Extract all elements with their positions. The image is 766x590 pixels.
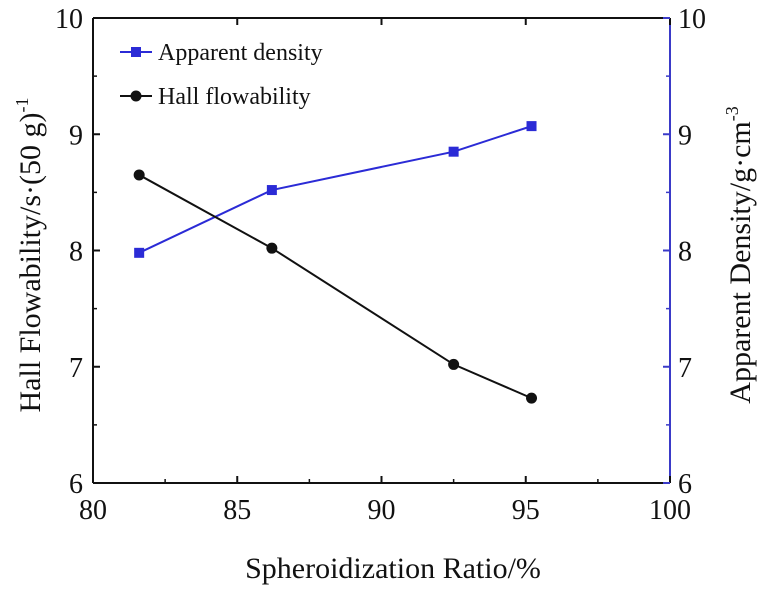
series-line-2	[138, 174, 532, 400]
data-point-circle	[448, 358, 460, 370]
y-right-tick-label: 7	[678, 353, 692, 384]
y-axis-title-right-superscript: -3	[722, 106, 742, 121]
legend-label: Hall flowability	[158, 84, 311, 110]
x-tick-label: 80	[79, 495, 107, 526]
x-tick-label: 85	[223, 495, 251, 526]
data-point-square	[448, 146, 459, 157]
data-point-square	[266, 185, 277, 196]
y-axis-title-right-text: Apparent Density/g·cm	[724, 121, 757, 403]
y-axis-title-left-superscript: -1	[12, 98, 32, 113]
data-point-circle	[266, 242, 278, 254]
legend-label: Apparent density	[158, 40, 323, 66]
data-point-circle	[133, 169, 145, 181]
y-axis-title-left: Hall Flowability/s·(50 g)-1	[12, 98, 47, 413]
y-right-tick-label: 9	[678, 120, 692, 151]
y-right-tick-label: 6	[678, 469, 692, 500]
data-point-square	[134, 247, 145, 258]
legend-marker-square	[131, 47, 141, 57]
y-left-tick-label: 9	[69, 120, 83, 151]
x-tick-label: 100	[649, 495, 691, 526]
y-left-tick-label: 7	[69, 353, 83, 384]
legend-marker-circle	[130, 90, 142, 102]
y-left-tick-label: 10	[55, 4, 83, 35]
y-axis-title-right: Apparent Density/g·cm-3	[722, 106, 757, 403]
series-line-1	[138, 125, 532, 254]
x-axis-title: Spheroidization Ratio/%	[245, 552, 541, 585]
series-layer	[133, 121, 538, 404]
data-point-square	[526, 121, 537, 132]
x-tick-label: 95	[512, 495, 540, 526]
y-left-tick-label: 8	[69, 237, 83, 268]
legend: Apparent density Hall flowability	[120, 40, 323, 110]
y-axis-title-left-text: Hall Flowability/s·(50 g)	[14, 113, 47, 413]
y-right-tick-label: 10	[678, 4, 706, 35]
y-right-tick-label: 8	[678, 237, 692, 268]
y-left-tick-label: 6	[69, 469, 83, 500]
data-point-circle	[526, 392, 538, 404]
x-tick-label: 90	[368, 495, 396, 526]
